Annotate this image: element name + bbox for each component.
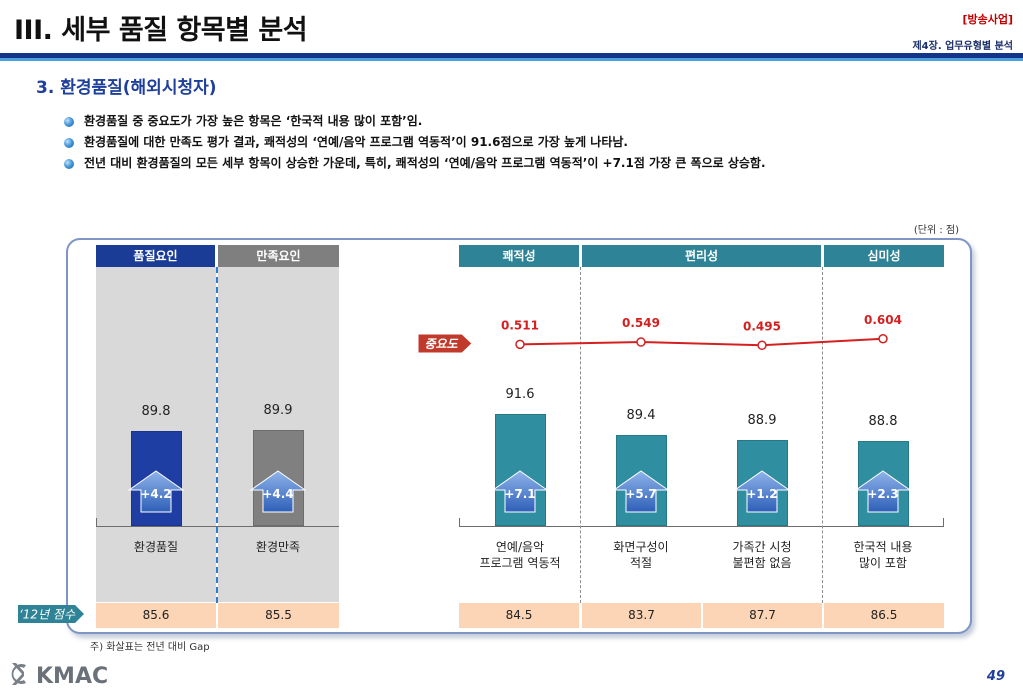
bullet-item: 환경품질 중 중요도가 가장 높은 항목은 ‘한국적 내용 많이 포함’임. [64, 113, 1014, 134]
right-baseline [459, 526, 944, 527]
bullet-text: 전년 대비 환경품질의 모든 세부 항목이 상승한 가운데, 특히, 쾌적성의 … [84, 156, 766, 170]
prev-score-cell: 85.6 [96, 603, 216, 628]
category-label-line: 많이 포함 [859, 556, 907, 570]
page-number: 49 [986, 669, 1005, 684]
category-label: 환경만족 [218, 539, 338, 555]
category-label-line: 한국적 내용 [853, 540, 913, 554]
bullet-icon [64, 138, 74, 148]
page-title: III. 세부 품질 항목별 분석 [14, 15, 308, 46]
prev-year-label: ‘12년 점수 [19, 608, 76, 622]
bullet-text: 환경품질 중 중요도가 가장 높은 항목은 ‘한국적 내용 많이 포함’임. [84, 114, 423, 128]
category-label-line: 적절 [629, 556, 653, 570]
gap-value-label: +4.4 [262, 487, 294, 501]
gap-value-label: +4.2 [140, 487, 172, 501]
category-label-line: 가족간 시청 [732, 540, 792, 554]
header-aesthetics: 심미성 [824, 245, 944, 267]
summary-bullets: 환경품질 중 중요도가 가장 높은 항목은 ‘한국적 내용 많이 포함’임. 환… [64, 113, 1014, 176]
header-satisfaction: 만족요인 [218, 245, 339, 267]
category-label-line: 불편함 없음 [732, 556, 792, 570]
gap-arrow-icon [613, 470, 669, 513]
importance-label: 중요도 [424, 337, 458, 351]
bar-value-label: 89.4 [626, 408, 656, 424]
gap-arrow-icon [128, 470, 184, 513]
bar-value-label: 89.8 [141, 404, 171, 420]
header-comfort: 쾌적성 [459, 245, 579, 267]
category-label-line: 연예/음악 [495, 540, 545, 554]
chapter-label: 제4장. 업무유형별 분석 [912, 41, 1013, 52]
header-rule-light [0, 58, 1023, 61]
group-separator [580, 267, 581, 603]
prev-score-cell: 83.7 [582, 603, 701, 628]
kmac-logo: KMAC [11, 663, 108, 689]
axis-tick [459, 518, 460, 527]
importance-badge: 중요도 [417, 333, 473, 354]
gap-arrow-icon [734, 470, 790, 513]
gap-value-label: +5.7 [625, 487, 657, 501]
bar-value-label: 89.9 [263, 403, 293, 419]
prev-score-cell: 87.7 [703, 603, 822, 628]
axis-tick [943, 518, 944, 527]
group-separator [822, 267, 823, 603]
bullet-icon [64, 117, 74, 127]
gap-arrow-icon [250, 470, 306, 513]
group-separator [216, 267, 218, 603]
category-label-line: 프로그램 역동적 [479, 556, 561, 570]
logo-text: KMAC [36, 664, 108, 689]
gap-arrow-icon [492, 470, 548, 513]
unit-label: (단위 : 점) [913, 225, 959, 236]
category-label-line: 환경만족 [255, 540, 301, 554]
bullet-item: 전년 대비 환경품질의 모든 세부 항목이 상승한 가운데, 특히, 쾌적성의 … [64, 155, 1014, 176]
gap-value-label: +1.2 [746, 487, 778, 501]
bar-value-label: 88.8 [868, 414, 898, 430]
bullet-text: 환경품질에 대한 만족도 평가 결과, 쾌적성의 ‘연예/음악 프로그램 역동적… [84, 135, 628, 149]
prev-score-cell: 84.5 [459, 603, 579, 628]
axis-tick [96, 518, 97, 527]
category-label-line: 환경품질 [133, 540, 179, 554]
header-quality: 품질요인 [96, 245, 215, 267]
prev-score-cell: 85.5 [218, 603, 339, 628]
category-label: 환경품질 [96, 539, 216, 555]
gap-value-label: +7.1 [504, 487, 536, 501]
gap-arrow-icon [855, 470, 911, 513]
bullet-item: 환경품질에 대한 만족도 평가 결과, 쾌적성의 ‘연예/음악 프로그램 역동적… [64, 134, 1014, 155]
header-rule-dark [0, 53, 1023, 58]
gap-value-label: +2.3 [867, 487, 899, 501]
category-label-line: 화면구성이 [613, 540, 669, 554]
footnote: 주) 화살표는 전년 대비 Gap [90, 642, 210, 653]
header-convenience: 편리성 [582, 245, 821, 267]
bar-value-label: 91.6 [505, 387, 535, 403]
bar-value-label: 88.9 [747, 413, 777, 429]
bullet-icon [64, 159, 74, 169]
prev-score-cell: 86.5 [824, 603, 944, 628]
section-title: 3. 환경품질(해외시청자) [36, 78, 217, 98]
business-category: [방송사업] [962, 13, 1013, 26]
prev-year-badge: ‘12년 점수 [18, 605, 84, 623]
